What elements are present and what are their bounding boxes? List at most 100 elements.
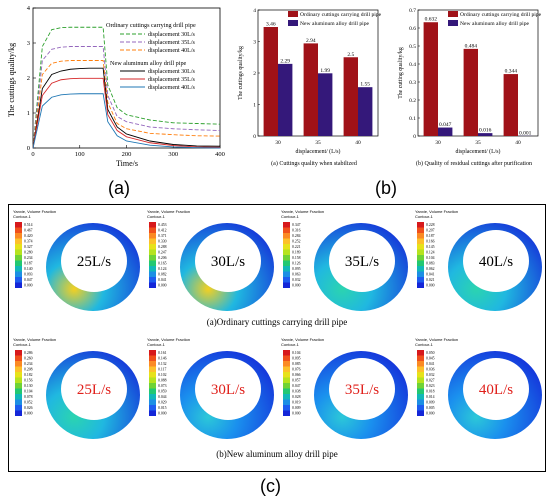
contour-cell: Yanxie, Volume Fraction Contour-1 0.347 0.… bbox=[281, 209, 409, 313]
contour-header: Yanxie, Volume Fraction Contour-1 bbox=[281, 209, 325, 219]
bar-value-label: 0.344 bbox=[505, 69, 518, 75]
y-tick-label: 0.4 bbox=[409, 62, 416, 68]
legend-entry: Ordinary cuttings carrying drill pipe bbox=[460, 12, 542, 18]
x-tick-label: 35 bbox=[475, 140, 481, 146]
x-axis-label: displacement/ (L/s) bbox=[296, 148, 341, 155]
colorbar-value: 0.187 bbox=[426, 234, 435, 238]
colorbar-segment bbox=[149, 372, 156, 378]
bar-value-label: 2.29 bbox=[280, 58, 290, 64]
series-line-aluminum-0 bbox=[32, 67, 221, 149]
y-tick-label: 4 bbox=[253, 8, 256, 14]
colorbar-segment bbox=[15, 355, 22, 361]
colorbar-value: 0.059 bbox=[158, 390, 167, 394]
colorbar-value: 0.189 bbox=[292, 251, 301, 255]
colorbar-segment bbox=[15, 350, 22, 356]
colorbar-value: 0.412 bbox=[158, 229, 167, 233]
drill-pipe-hole bbox=[463, 358, 529, 420]
x-tick-label: 35 bbox=[315, 140, 321, 146]
contour-header: Yanxie, Volume Fraction Contour-1 bbox=[147, 337, 191, 347]
colorbar-value: 0.284 bbox=[292, 234, 301, 238]
displacement-label: 30L/s bbox=[211, 382, 245, 398]
colorbar-segment bbox=[283, 394, 290, 400]
colorbar-segment bbox=[283, 405, 290, 411]
colorbar-segment bbox=[149, 394, 156, 400]
drill-pipe-hole bbox=[195, 358, 261, 420]
colorbar-segment bbox=[149, 255, 156, 261]
y-axis-label: The cuttings quality/kg bbox=[7, 43, 16, 117]
bar-value-label: 0.484 bbox=[465, 43, 478, 49]
bar-value-label: 1.99 bbox=[320, 68, 330, 74]
colorbar-segment bbox=[149, 399, 156, 405]
colorbar-value: 0.182 bbox=[24, 373, 33, 377]
displacement-label: 25L/s bbox=[77, 382, 111, 398]
colorbar-value: 0.028 bbox=[292, 395, 301, 399]
bar-value-label: 0.632 bbox=[425, 17, 438, 23]
colorbar-value: 0.041 bbox=[426, 273, 435, 277]
colorbar-segment bbox=[15, 282, 22, 288]
x-tick-label: 40 bbox=[515, 140, 521, 146]
colorbar-segment bbox=[283, 410, 290, 416]
contour-cell: Yanxie, Volume Fraction Contour-1 0.228 0.… bbox=[415, 209, 543, 313]
colorbar-value: 0.032 bbox=[426, 373, 435, 377]
y-tick-label: 3 bbox=[27, 40, 30, 47]
colorbar-value: 0.078 bbox=[24, 395, 33, 399]
colorbar-segment bbox=[417, 405, 424, 411]
colorbar-segment bbox=[283, 366, 290, 372]
colorbar-value: 0.316 bbox=[292, 229, 301, 233]
colorbar-segment bbox=[15, 238, 22, 244]
colorbar-value: 0.124 bbox=[426, 251, 435, 255]
contour-header: Yanxie, Volume Fraction Contour-1 bbox=[415, 337, 459, 347]
bar-value-label: 1.55 bbox=[360, 82, 370, 88]
colorbar-segment bbox=[417, 394, 424, 400]
y-tick-label: 0.6 bbox=[409, 26, 416, 32]
drill-pipe-hole bbox=[61, 230, 127, 292]
colorbar-segment bbox=[149, 277, 156, 283]
legend: Ordinary cuttings carrying drill pipe Ne… bbox=[106, 22, 196, 91]
line-chart: 0 100 200 300 400 0 1 2 3 4 The cuttings quality/… bbox=[7, 5, 225, 168]
y-tick-label: 0 bbox=[253, 134, 256, 140]
y-tick-label: 0.7 bbox=[409, 8, 416, 14]
legend-entry: displacement 30L/s bbox=[148, 69, 195, 75]
contour-header: Yanxie, Volume Fraction Contour-1 bbox=[415, 209, 459, 219]
colorbar-segment bbox=[15, 227, 22, 233]
colorbar-value: 0.044 bbox=[158, 395, 167, 399]
bar-aluminum bbox=[438, 127, 453, 136]
y-tick-label: 3 bbox=[253, 40, 256, 46]
drill-pipe-hole bbox=[61, 358, 127, 420]
colorbar-segment bbox=[15, 361, 22, 367]
colorbar-segment bbox=[149, 383, 156, 389]
colorbar-value: 0.347 bbox=[292, 223, 301, 227]
y-axis-label: The cutting quality/kg bbox=[398, 47, 404, 99]
y-tick-label: 2 bbox=[27, 75, 30, 82]
legend-entry: displacement 35L/s bbox=[148, 77, 195, 83]
colorbar-value: 0.050 bbox=[426, 351, 435, 355]
colorbar-segment bbox=[149, 377, 156, 383]
colorbar-segment bbox=[283, 372, 290, 378]
colorbar-value: 0.104 bbox=[292, 351, 301, 355]
bar-chart-residual: 0 0.1 0.2 0.3 0.4 0.5 0.6 0.7 The cutting qualit… bbox=[398, 8, 542, 167]
colorbar-segment bbox=[417, 238, 424, 244]
displacement-label: 35L/s bbox=[345, 254, 379, 270]
colorbar-value: 0.009 bbox=[426, 401, 435, 405]
colorbar-segment bbox=[417, 377, 424, 383]
colorbar-segment bbox=[283, 238, 290, 244]
y-axis-label: The cuttings quality/kg bbox=[238, 46, 244, 100]
colorbar-segment bbox=[283, 227, 290, 233]
displacement-label: 35L/s bbox=[345, 382, 379, 398]
colorbar-value: 0.156 bbox=[24, 379, 33, 383]
x-tick-label: 0 bbox=[31, 151, 34, 158]
colorbar-segment bbox=[149, 388, 156, 394]
displacement-label: 40L/s bbox=[479, 254, 513, 270]
bar-ordinary bbox=[423, 22, 438, 137]
panel-label-b: (b) bbox=[375, 178, 397, 198]
legend-entry: displacement 30L/s bbox=[148, 32, 195, 38]
colorbar-value: 0.207 bbox=[426, 229, 435, 233]
colorbar-segment bbox=[149, 405, 156, 411]
y-tick-label: 2 bbox=[253, 71, 256, 77]
displacement-label: 30L/s bbox=[211, 254, 245, 270]
colorbar-segment bbox=[15, 222, 22, 228]
colorbar-segment bbox=[283, 233, 290, 239]
